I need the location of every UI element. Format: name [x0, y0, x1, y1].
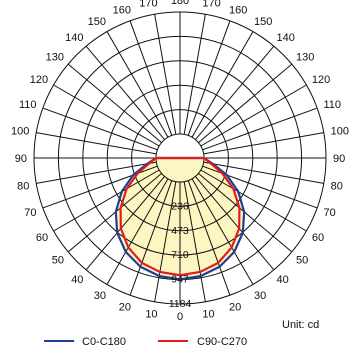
angle-label: 170 [139, 0, 157, 9]
angle-label: 50 [296, 255, 308, 267]
angle-label: 90 [333, 153, 345, 165]
grid-spoke [53, 84, 160, 147]
grid-spoke [195, 176, 275, 271]
angle-label: 110 [323, 99, 341, 111]
grid-spoke [85, 176, 165, 271]
radial-tick-labels: 236 473 710 947 1184 [169, 200, 192, 310]
angle-label: 100 [331, 126, 349, 138]
grid-spoke [129, 20, 173, 136]
angle-label: 70 [24, 207, 36, 219]
angle-label: 140 [277, 32, 295, 44]
angle-label: 170 [202, 0, 220, 9]
grid-spoke [202, 107, 318, 151]
legend: C0-C180 C90-C270 [44, 336, 247, 348]
radial-tick-label: 1184 [169, 298, 192, 310]
series-curves [114, 156, 246, 281]
grid-spoke [198, 63, 293, 143]
grid-spoke [67, 63, 162, 143]
grid-spoke [42, 107, 158, 151]
grid-spoke [187, 20, 231, 136]
legend-label-c0-c180: C0-C180 [82, 336, 126, 348]
grid-spoke [195, 45, 275, 140]
grid-spoke [106, 178, 169, 285]
grid-spoke [106, 31, 169, 138]
grid-spoke [129, 180, 173, 296]
radial-tick-label: 947 [171, 274, 189, 286]
grid-spoke [187, 180, 231, 296]
angle-label: 20 [119, 301, 131, 313]
grid-spoke [183, 181, 206, 302]
grid-spoke [36, 161, 157, 184]
grid-spoke [85, 45, 165, 140]
angle-label: 0 [177, 311, 183, 323]
angle-label: 160 [229, 5, 247, 17]
angle-label: 140 [65, 32, 83, 44]
angle-label: 110 [19, 99, 37, 111]
angle-label: 130 [46, 51, 64, 63]
angle-label: 130 [296, 51, 314, 63]
grid-spoke [154, 14, 177, 135]
grid-spoke [203, 161, 324, 184]
grid-spoke [36, 132, 157, 155]
series-curve-c90-c270 [119, 156, 241, 277]
grid-spoke [200, 84, 307, 147]
angle-label: 60 [312, 232, 324, 244]
angle-label: 90 [15, 153, 27, 165]
angle-label: 120 [30, 74, 48, 86]
unit-label: Unit: cd [282, 319, 319, 331]
angle-label: 10 [202, 309, 214, 321]
grid-spoke [191, 178, 254, 285]
angle-label: 10 [145, 309, 157, 321]
angle-label: 150 [254, 16, 272, 28]
radial-tick-label: 710 [171, 249, 189, 261]
grid-spoke [191, 31, 254, 138]
angle-label: 30 [94, 290, 106, 302]
radial-tick-label: 236 [171, 200, 189, 212]
angle-label: 40 [71, 274, 83, 286]
grid-spoke [53, 169, 160, 232]
grid-spoke [203, 132, 324, 155]
grid-spoke [183, 14, 206, 135]
angle-label: 120 [312, 74, 330, 86]
radial-tick-label: 473 [171, 225, 189, 237]
angle-label: 80 [331, 180, 343, 192]
angle-label: 60 [36, 232, 48, 244]
grid-spoke [154, 181, 177, 302]
angle-label: 80 [17, 180, 29, 192]
angle-label: 160 [113, 5, 131, 17]
angle-label: 100 [11, 126, 29, 138]
angle-label: 150 [88, 16, 106, 28]
angle-label: 30 [254, 290, 266, 302]
angle-label: 180 [171, 0, 189, 7]
angle-labels: 180 1701701601601501501401401301301201201… [11, 0, 349, 323]
angle-label: 50 [52, 255, 64, 267]
angle-label: 40 [277, 274, 289, 286]
series-curve-c0-c180 [114, 156, 246, 281]
legend-label-c90-c270: C90-C270 [197, 336, 247, 348]
angle-label: 20 [229, 301, 241, 313]
angle-label: 70 [323, 207, 335, 219]
grid-spoke [200, 169, 307, 232]
